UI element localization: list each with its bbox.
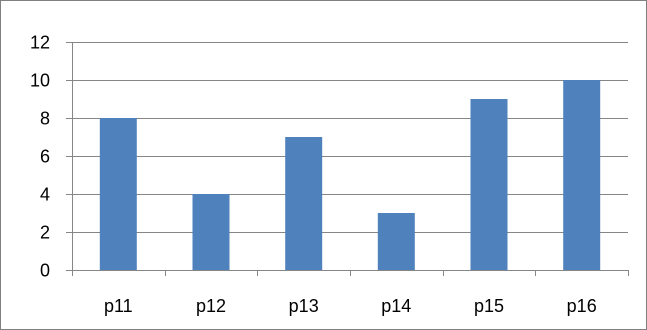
y-tick-label: 6 [40, 147, 50, 167]
bar-p14 [377, 213, 415, 270]
y-tick-label: 0 [40, 261, 50, 281]
bar-p12 [192, 194, 230, 270]
bars [99, 80, 601, 270]
x-tick-label-p14: p14 [381, 296, 411, 316]
x-tick-labels: p11 p12 p13 p14 p15 p16 [104, 296, 597, 316]
y-tick-labels: 0 2 4 6 8 10 12 [30, 33, 50, 281]
y-tick-label: 12 [30, 33, 50, 53]
x-tick-label-p13: p13 [289, 296, 319, 316]
y-tick-label: 4 [40, 185, 50, 205]
x-tick-label-p16: p16 [567, 296, 597, 316]
gridlines [72, 42, 628, 233]
bar-p15 [470, 99, 508, 270]
y-tick-label: 10 [30, 71, 50, 91]
axes [66, 42, 629, 276]
bar-p13 [285, 137, 323, 270]
bar-p16 [563, 80, 601, 270]
x-tick-label-p15: p15 [474, 296, 504, 316]
x-tick-label-p12: p12 [196, 296, 226, 316]
y-tick-label: 8 [40, 109, 50, 129]
bar-p11 [99, 118, 137, 270]
x-tick-label-p11: p11 [104, 296, 133, 316]
y-tick-label: 2 [40, 223, 50, 243]
